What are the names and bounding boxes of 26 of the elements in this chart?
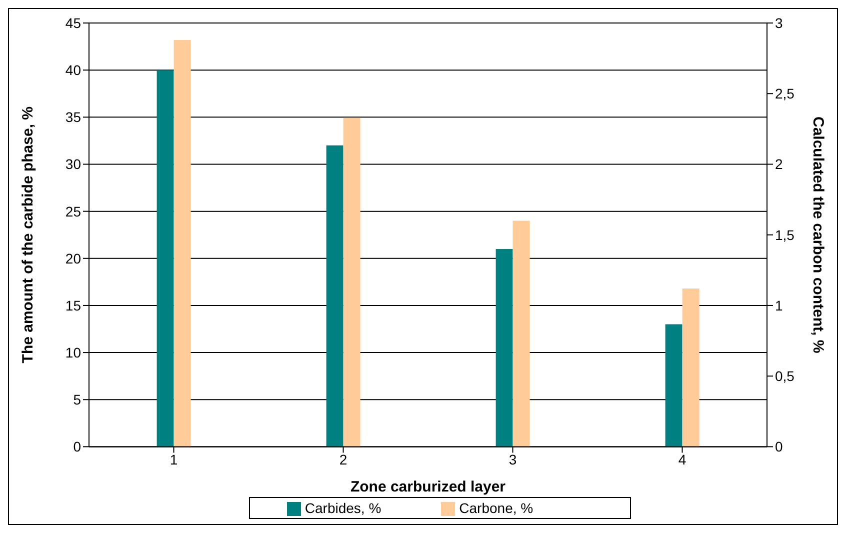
y2-tick-label: 0,5 bbox=[775, 368, 795, 384]
y-tick-label: 0 bbox=[73, 438, 82, 455]
y2-tick-label: 2 bbox=[775, 156, 783, 172]
y-tick-label: 35 bbox=[65, 109, 82, 126]
y2-tick-label: 1,5 bbox=[775, 226, 795, 243]
legend-label: Carbides, % bbox=[304, 500, 382, 516]
x-tick-label: 1 bbox=[170, 452, 178, 468]
y-tick-label: 10 bbox=[65, 344, 82, 361]
y-tick-label: 20 bbox=[65, 250, 82, 266]
y2-tick-label: 0 bbox=[775, 438, 783, 455]
x-tick-label: 3 bbox=[508, 452, 517, 468]
y-tick-label: 30 bbox=[65, 156, 82, 172]
y2-axis-title: Calculated the carbon content, % bbox=[810, 116, 827, 354]
legend-label: Carbone, % bbox=[459, 500, 534, 516]
y-axis-title: The amount of the carbide phase, % bbox=[19, 106, 36, 364]
y-tick-label: 5 bbox=[73, 392, 82, 408]
y2-tick-label: 2,5 bbox=[775, 86, 795, 102]
y-tick-label: 25 bbox=[65, 203, 82, 220]
x-tick-label: 4 bbox=[678, 452, 686, 468]
y2-tick-label: 3 bbox=[775, 14, 783, 31]
x-axis-title: Zone carburized layer bbox=[350, 478, 506, 496]
y-tick-label: 15 bbox=[65, 297, 82, 314]
y2-tick-label: 1 bbox=[775, 297, 783, 314]
y-tick-label: 40 bbox=[65, 62, 82, 78]
y-tick-label: 45 bbox=[65, 14, 82, 31]
x-tick-label: 2 bbox=[339, 452, 348, 468]
